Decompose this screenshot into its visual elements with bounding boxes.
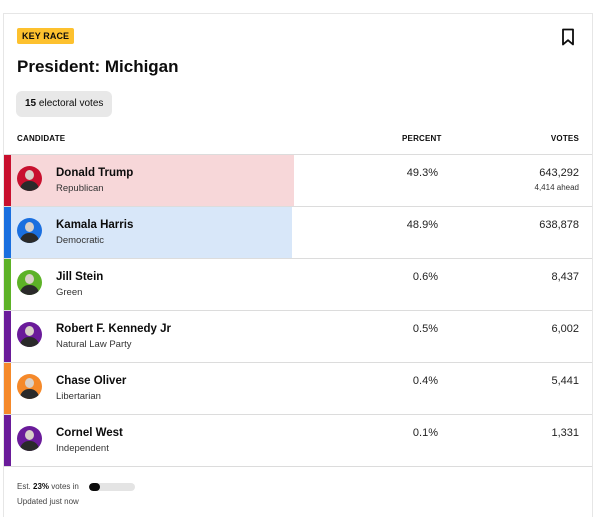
vote-share-bar <box>4 207 292 258</box>
candidate-party: Green <box>56 287 83 298</box>
party-color-stripe <box>4 207 11 258</box>
column-header-votes: VOTES <box>550 134 579 143</box>
updated-timestamp: Updated just now <box>17 497 79 506</box>
candidate-name: Donald Trump <box>56 167 134 179</box>
vote-share-bar <box>4 155 294 206</box>
candidate-row: Jill Stein Green 0.6% 8,437 <box>4 259 592 311</box>
candidate-votes: 643,292 <box>539 167 579 179</box>
candidate-name: Robert F. Kennedy Jr <box>56 323 172 335</box>
candidate-row: Robert F. Kennedy Jr Natural Law Party 0.5… <box>4 311 592 363</box>
votes-in-progress-fill <box>89 483 100 491</box>
candidate-percent: 0.4% <box>412 375 438 387</box>
candidate-percent: 0.6% <box>412 271 438 283</box>
votes-ahead: 4,414 ahead <box>534 183 580 192</box>
candidate-party: Natural Law Party <box>56 339 132 350</box>
candidate-name: Kamala Harris <box>56 219 134 231</box>
candidate-party: Democratic <box>56 235 105 246</box>
party-color-stripe <box>4 259 11 310</box>
votes-in-progress-bar <box>89 483 135 491</box>
candidate-percent: 0.5% <box>412 323 438 335</box>
candidate-name: Chase Oliver <box>56 375 127 387</box>
electoral-votes-label: electoral votes <box>38 98 104 109</box>
party-color-stripe <box>4 415 11 466</box>
candidate-name: Cornel West <box>56 427 123 439</box>
candidate-row: Chase Oliver Libertarian 0.4% 5,441 <box>4 363 592 415</box>
candidate-votes: 1,331 <box>551 427 579 439</box>
candidate-votes: 6,002 <box>551 323 579 335</box>
party-color-stripe <box>4 311 11 362</box>
candidate-row: Donald Trump Republican 49.3% 643,292 4,414 … <box>4 155 592 207</box>
race-title: President: Michigan <box>17 57 179 76</box>
candidate-votes: 638,878 <box>539 219 579 231</box>
candidate-votes: 5,441 <box>551 375 579 387</box>
candidate-name: Jill Stein <box>56 271 104 283</box>
candidate-percent: 49.3% <box>406 167 438 179</box>
candidate-list: Donald Trump Republican 49.3% 643,292 4,414 … <box>4 154 592 467</box>
candidate-row: Cornel West Independent 0.1% 1,331 <box>4 415 592 467</box>
candidate-votes: 8,437 <box>551 271 579 283</box>
est-prefix: Est. <box>17 482 31 491</box>
electoral-votes-pill: 15 electoral votes <box>16 91 113 117</box>
candidate-avatar <box>17 218 42 243</box>
candidate-percent: 0.1% <box>412 427 438 439</box>
candidate-party: Libertarian <box>56 391 101 402</box>
bookmark-icon[interactable] <box>561 28 575 46</box>
votes-in-estimate: Est. 23% votes in <box>17 482 79 492</box>
party-color-stripe <box>4 363 11 414</box>
electoral-votes-count: 15 <box>25 98 37 109</box>
candidate-percent: 48.9% <box>406 219 438 231</box>
candidate-avatar <box>17 374 42 399</box>
column-header-percent: PERCENT <box>402 134 442 143</box>
candidate-row: Kamala Harris Democratic 48.9% 638,878 <box>4 207 592 259</box>
candidate-party: Independent <box>56 443 109 454</box>
candidate-avatar <box>17 270 42 295</box>
est-suffix: votes in <box>51 482 79 491</box>
party-color-stripe <box>4 155 11 206</box>
candidate-avatar <box>17 426 42 451</box>
column-header-candidate: CANDIDATE <box>17 134 66 143</box>
est-value: 23% <box>33 482 50 491</box>
candidate-avatar <box>17 322 42 347</box>
race-card: KEY RACE President: Michigan 15 electora… <box>3 13 593 517</box>
candidate-avatar <box>17 166 42 191</box>
candidate-party: Republican <box>56 183 104 194</box>
key-race-badge: KEY RACE <box>17 28 75 44</box>
